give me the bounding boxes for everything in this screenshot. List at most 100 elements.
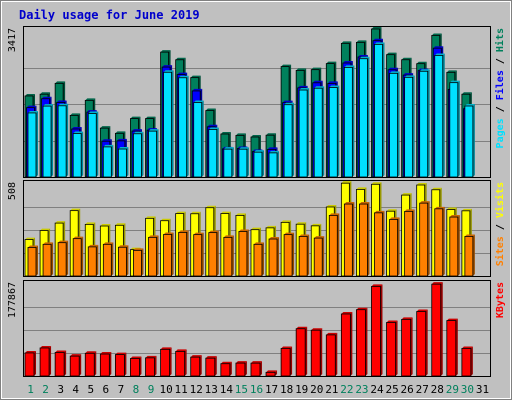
bar-sites-20-side [322, 236, 325, 276]
bar-sites-9-side [156, 235, 159, 276]
bar-pages-13-face [208, 129, 218, 178]
bar-visits-7-top [115, 223, 126, 226]
bar-kbytes-15-top [235, 361, 247, 364]
bar-sites-23-face [359, 203, 368, 277]
bar-sites-17-face [268, 238, 278, 277]
bar-sites-18-top [284, 232, 295, 235]
bar-kbytes-17-side [275, 370, 278, 376]
bar-hits-7-top [115, 131, 126, 134]
bar-kbytes-24-top [371, 284, 383, 287]
bar-pages-24-top [374, 42, 385, 45]
x-tick-22: 22 [340, 383, 353, 396]
bar-pages-3 [57, 103, 69, 178]
bar-sites-2-face [42, 243, 52, 277]
bar-pages-17-face [268, 152, 278, 178]
bar-kbytes-6-face [99, 353, 110, 377]
bar-kbytes-16-face [250, 362, 261, 377]
bar-sites-16-side [261, 242, 264, 276]
y-max-label: 177867 [7, 282, 18, 318]
bar-pages-9-side [156, 129, 159, 177]
bar-pages-16-face [253, 151, 263, 178]
bar-sites-30-face [464, 236, 474, 277]
bar-files-6-top [101, 139, 112, 142]
bar-sites-6-face [102, 243, 112, 277]
bar-hits-3-top [55, 81, 66, 84]
bar-kbytes-20-top [311, 328, 323, 331]
bar-kbytes-23-top [356, 307, 368, 310]
bar-kbytes-13 [205, 356, 217, 377]
bar-pages-24-face [374, 43, 383, 178]
bar-hits-24-top [371, 27, 382, 29]
bar-kbytes-19 [295, 326, 308, 377]
bar-sites-28 [434, 206, 445, 277]
bar-sites-9-top [148, 235, 159, 238]
bar-sites-7-face [117, 246, 127, 277]
bar-hits-8-top [130, 116, 141, 119]
bar-pages-29-side [457, 80, 460, 177]
bar-pages-12 [193, 100, 204, 178]
x-tick-27: 27 [416, 383, 429, 396]
series-label-part: Hits [494, 28, 506, 52]
bar-pages-4-top [73, 131, 84, 134]
bar-hits-22-top [341, 41, 352, 44]
bar-sites-3-side [66, 240, 69, 276]
bar-kbytes-30-face [461, 348, 472, 377]
bar-pages-17 [268, 150, 280, 178]
bar-sites-13 [208, 230, 219, 277]
bar-kbytes-14-side [229, 361, 232, 376]
bar-sites-21 [328, 213, 340, 277]
bar-kbytes-11-face [175, 351, 186, 377]
bar-pages-14-top [223, 147, 234, 150]
bar-kbytes-9 [145, 355, 157, 377]
bar-pages-5 [87, 111, 99, 178]
bar-kbytes-11 [175, 349, 187, 377]
bar-kbytes-21 [325, 332, 338, 377]
bar-kbytes-30-top [461, 346, 473, 349]
bar-pages-8-face [133, 133, 142, 178]
bar-kbytes-4-top [70, 354, 82, 357]
bar-sites-27-face [419, 202, 429, 277]
bar-sites-3 [57, 240, 69, 277]
bar-hits-29-top [446, 70, 457, 73]
bar-pages-12-top [193, 100, 204, 103]
bar-files-18-top [282, 100, 293, 103]
bar-pages-1-side [36, 110, 38, 177]
bar-pages-4 [72, 131, 84, 178]
bar-kbytes-22 [340, 311, 353, 377]
bar-sites-23-side [367, 202, 370, 276]
bar-kbytes-10 [160, 347, 172, 377]
x-tick-18: 18 [280, 383, 293, 396]
bar-pages-22-side [352, 65, 355, 177]
bar-pages-18 [283, 102, 295, 178]
bar-kbytes-23-face [356, 309, 366, 377]
bar-sites-27 [419, 201, 430, 277]
bar-hits-17-top [266, 133, 277, 136]
bar-sites-21-face [328, 215, 338, 277]
bar-kbytes-30-side [470, 346, 473, 376]
bar-pages-21-face [328, 87, 338, 178]
bar-sites-6-top [103, 242, 114, 245]
bar-sites-13-top [208, 230, 219, 233]
bar-sites-4-face [72, 238, 82, 277]
bar-kbytes-3 [54, 350, 67, 377]
bar-sites-20-face [313, 237, 323, 277]
bar-sites-10 [163, 232, 174, 277]
x-tick-labels: 1 2 3 4 5 6 7 8 9 10 11 12 13 14 15 16 17 18 19 20 21 22 23 24 2… [27, 383, 489, 396]
bar-pages-14-side [231, 147, 234, 177]
bar-kbytes-6-top [100, 352, 112, 355]
bar-pages-10-face [163, 71, 172, 178]
bar-kbytes-14-top [220, 361, 232, 364]
bar-sites-14-face [223, 236, 233, 277]
bar-kbytes-16-top [250, 361, 262, 364]
bar-kbytes-5-top [85, 351, 97, 354]
bar-sites-2-top [43, 242, 54, 245]
bar-files-19-top [297, 85, 308, 88]
bar-hits-30-top [461, 92, 472, 95]
bar-pages-25-face [389, 72, 398, 178]
bar-kbytes-4-side [79, 354, 82, 376]
bar-sites-26-top [404, 209, 415, 212]
bar-kbytes-5-side [94, 351, 97, 376]
bar-pages-15-top [238, 147, 249, 150]
x-tick-21: 21 [325, 383, 338, 396]
bar-pages-2-top [43, 104, 54, 107]
